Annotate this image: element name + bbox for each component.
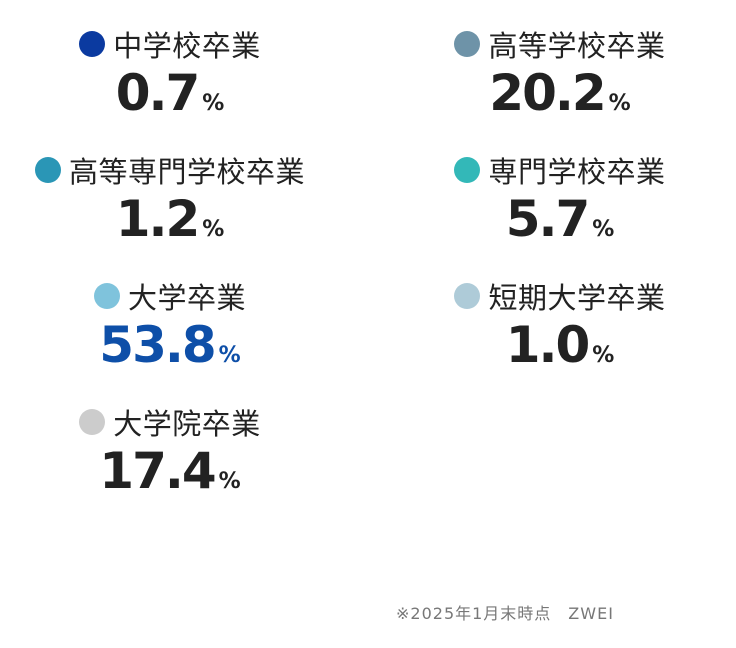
footnote: ※2025年1月末時点 ZWEI xyxy=(396,604,614,623)
legend-dot xyxy=(454,157,481,183)
legend-dot xyxy=(93,283,120,309)
stat-item-junior-college: 短期大学卒業 1.0% xyxy=(390,276,730,370)
stat-value: 5.7 xyxy=(505,190,591,248)
stat-label: 短期大学卒業 xyxy=(488,281,666,315)
stat-item-university: 大学卒業 53.8% xyxy=(0,276,340,370)
stat-label: 中学校卒業 xyxy=(113,29,261,63)
stat-label: 高等学校卒業 xyxy=(488,29,666,63)
legend-dot xyxy=(454,283,481,309)
stat-value: 53.8 xyxy=(99,316,216,374)
stat-unit: % xyxy=(592,217,615,242)
stat-label: 大学院卒業 xyxy=(113,407,261,441)
stat-item-vocational-school: 専門学校卒業 5.7% xyxy=(390,150,730,244)
stat-unit: % xyxy=(202,91,225,116)
legend-dot xyxy=(34,157,61,183)
stat-label: 高等専門学校卒業 xyxy=(68,155,305,189)
stat-value: 20.2 xyxy=(489,64,606,122)
stat-value: 1.0 xyxy=(505,316,591,374)
stat-item-high-school: 高等学校卒業 20.2% xyxy=(390,24,730,118)
stat-unit: % xyxy=(218,469,241,494)
stat-label: 大学卒業 xyxy=(127,281,246,315)
stat-item-junior-high: 中学校卒業 0.7% xyxy=(0,24,340,118)
stat-unit: % xyxy=(218,343,241,368)
stat-value: 1.2 xyxy=(115,190,201,248)
stat-unit: % xyxy=(202,217,225,242)
stat-unit: % xyxy=(592,343,615,368)
stat-item-graduate-school: 大学院卒業 17.4% xyxy=(0,402,340,496)
legend-dot xyxy=(454,31,481,57)
stat-label: 専門学校卒業 xyxy=(488,155,666,189)
stat-unit: % xyxy=(608,91,631,116)
legend-dot xyxy=(79,409,106,435)
legend-dot xyxy=(79,31,106,57)
stat-value: 0.7 xyxy=(115,64,201,122)
stat-item-technical-college: 高等専門学校卒業 1.2% xyxy=(0,150,340,244)
stat-value: 17.4 xyxy=(99,442,216,500)
